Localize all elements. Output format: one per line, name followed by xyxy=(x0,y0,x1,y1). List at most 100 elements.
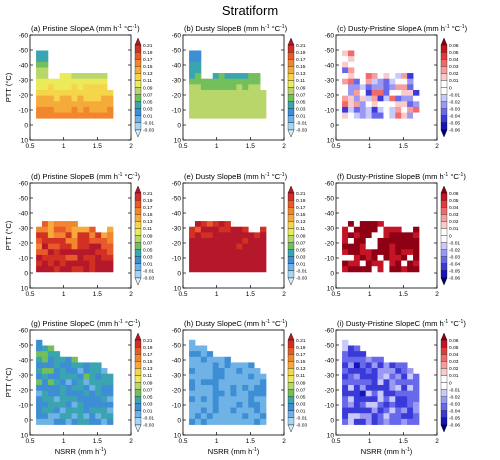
colorbar-label: 0.21 xyxy=(296,338,306,344)
heatmap-cell xyxy=(254,390,261,397)
x-axis-label-close: ) xyxy=(410,447,413,456)
heatmap-cell xyxy=(260,396,267,403)
heatmap-cell xyxy=(95,379,102,386)
colorbar-segment xyxy=(134,256,142,264)
colorbar-cap-bottom xyxy=(440,129,448,138)
heatmap-cell xyxy=(41,407,49,414)
heatmap-cell xyxy=(413,373,420,380)
heatmap-cell xyxy=(212,73,220,80)
colorbar-label: -0.04 xyxy=(449,262,460,268)
heatmap-cell xyxy=(47,384,55,392)
colorbar-segment xyxy=(134,73,142,81)
heatmap-cell xyxy=(342,78,349,85)
heatmap-cell xyxy=(377,73,384,80)
panel-title-label: (d) Pristine SlopeB xyxy=(31,172,94,181)
colorbar-label: 0.15 xyxy=(296,64,306,70)
heatmap-cell xyxy=(371,78,378,85)
heatmap-cell xyxy=(371,368,378,375)
heatmap-cell xyxy=(89,368,96,375)
heatmap-cell xyxy=(83,390,90,397)
heatmap-cell xyxy=(101,106,108,113)
heatmap-cell xyxy=(65,413,72,420)
colorbar-segment xyxy=(440,368,448,376)
panel-title-unit2: °C xyxy=(123,319,134,328)
heatmap-cell xyxy=(254,112,261,119)
y-axis-label-unit: °C xyxy=(4,223,13,232)
heatmap-cell xyxy=(95,237,102,245)
heatmap-cell xyxy=(47,390,55,397)
heatmap-cell xyxy=(212,368,220,375)
heatmap-cell xyxy=(347,345,355,352)
heatmap-cell xyxy=(107,260,114,267)
colorbar-cap-top xyxy=(287,185,295,194)
heatmap-cell xyxy=(95,418,102,425)
colorbar-segment xyxy=(440,66,448,74)
heatmap-cell xyxy=(248,101,255,108)
heatmap-cell xyxy=(218,101,225,108)
y-tick-label: -10 xyxy=(172,402,182,409)
heatmap-cell xyxy=(41,56,49,63)
panel-title-unit: (mm h xyxy=(241,24,265,33)
heatmap-cell xyxy=(41,368,49,375)
heatmap-cell xyxy=(248,243,255,250)
y-tick-label: -20 xyxy=(19,92,29,99)
heatmap-cell xyxy=(101,84,108,91)
heatmap-cell xyxy=(47,356,55,363)
heatmap-cell xyxy=(189,73,196,80)
heatmap-cell xyxy=(189,89,196,97)
heatmap-cells xyxy=(342,221,420,273)
heatmap-cell xyxy=(347,351,355,358)
heatmap-cell xyxy=(189,67,196,74)
heatmap-cell xyxy=(342,373,349,380)
heatmap-cell xyxy=(230,260,237,267)
heatmap-cell xyxy=(224,401,231,408)
colorbar-label: 0.05 xyxy=(143,99,153,105)
heatmap-cell xyxy=(359,84,367,91)
colorbar-segment xyxy=(134,417,142,426)
heatmap-cell xyxy=(254,249,261,256)
heatmap-cell xyxy=(107,232,114,239)
plot-frame xyxy=(182,329,285,436)
colorbar-label: 0.01 xyxy=(143,409,153,415)
heatmap-cell xyxy=(189,249,196,256)
heatmap-cell xyxy=(218,373,225,380)
heatmap-cell xyxy=(260,226,267,233)
heatmap-cell xyxy=(365,112,373,119)
heatmap-cell xyxy=(260,112,267,119)
heatmap-cell xyxy=(395,368,402,375)
heatmap-cell xyxy=(53,254,61,261)
heatmap-cell xyxy=(71,249,78,256)
heatmap-cell xyxy=(89,379,96,386)
heatmap-cell xyxy=(353,249,361,256)
colorbar-segment xyxy=(440,417,448,426)
heatmap-cell xyxy=(95,89,102,97)
heatmap-cell xyxy=(53,356,61,363)
heatmap-cell xyxy=(371,232,378,239)
heatmap-cell xyxy=(347,418,355,425)
colorbar-cap-bottom xyxy=(287,277,295,286)
heatmap-cell xyxy=(242,254,249,261)
heatmap-cell xyxy=(107,101,114,108)
heatmap-cell xyxy=(359,101,367,108)
heatmap-cell xyxy=(83,418,90,425)
panel-title-exp: -1 xyxy=(444,172,449,178)
heatmap-cell xyxy=(36,362,43,369)
heatmap-cell xyxy=(107,237,114,245)
y-tick-label: 0 xyxy=(330,417,334,424)
heatmap-cell xyxy=(71,89,78,97)
heatmap-cell xyxy=(342,396,349,403)
heatmap-cell xyxy=(353,226,361,233)
heatmap-cell xyxy=(242,89,249,97)
heatmap-cell xyxy=(347,101,355,108)
y-axis-label-close: ) xyxy=(4,72,13,75)
colorbar-label: 0.17 xyxy=(296,57,306,63)
heatmap-cell xyxy=(248,89,255,97)
x-tick-label: 1 xyxy=(215,143,219,150)
colorbar-label: 0.13 xyxy=(296,219,306,225)
panel-title-unit: (mm h xyxy=(420,172,444,181)
colorbar-segment xyxy=(287,101,295,109)
heatmap-cell xyxy=(230,384,237,392)
heatmap-cell xyxy=(194,379,202,386)
heatmap-cell xyxy=(401,418,408,425)
heatmap-cell xyxy=(401,237,408,245)
